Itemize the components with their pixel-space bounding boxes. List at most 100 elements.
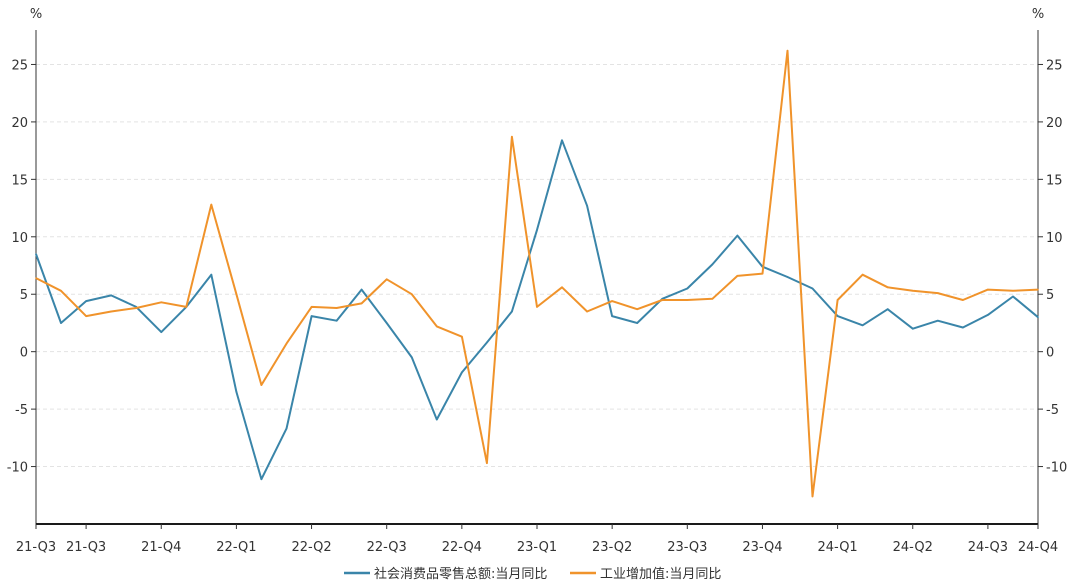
data-point [60,289,62,292]
data-point [1012,295,1014,298]
data-point [310,306,313,308]
legend-item-industrial[interactable]: 工业增加值:当月同比 [570,566,721,582]
data-point [536,229,538,231]
y-tick-label-right: 20 [1046,116,1063,131]
data-point [235,293,238,296]
x-tick-label: 22-Q3 [367,540,407,555]
data-point [110,294,112,297]
data-point [811,495,814,498]
data-point [937,319,939,322]
x-tick-label: 24-Q1 [817,540,857,555]
data-point [937,292,939,294]
legend-label-retail: 社会消费品零售总额:当月同比 [374,566,547,582]
data-point [836,315,839,317]
y-tick-label-right: 15 [1046,173,1063,188]
data-point [360,288,363,291]
legend-item-retail[interactable]: 社会消费品零售总额:当月同比 [344,566,547,582]
data-point [711,263,714,266]
data-point [310,315,313,317]
data-point [836,299,839,301]
data-point [436,325,438,328]
data-point [586,310,588,313]
data-point [110,310,112,313]
y-tick-label-left: 10 [11,231,28,246]
data-point [886,308,889,310]
data-point [1037,316,1039,319]
data-point [686,287,689,290]
data-point [1037,288,1039,291]
data-point [210,273,213,276]
data-point [385,322,388,324]
data-point [486,462,488,464]
data-point [786,49,789,52]
data-point [385,278,388,281]
data-point [586,204,588,207]
data-point [561,139,563,142]
data-point [436,418,438,421]
y-tick-label-left: 0 [20,346,28,361]
y-tick-label-left: 5 [20,288,28,303]
y-tick-labels-right: -10 -5 0 5 10 15 20 25 [1046,58,1067,475]
data-point [210,203,213,206]
y-tick-label-left: 15 [11,173,28,188]
data-point [85,315,87,317]
data-point [60,322,62,324]
data-point [511,136,513,138]
x-tick-label: 23-Q2 [592,540,632,555]
data-point [536,306,538,308]
x-tick-label: 24-Q2 [893,540,933,555]
y-tick-label-left: 25 [11,58,28,73]
data-point [886,286,889,289]
y-tick-label-left: 20 [11,116,28,131]
series-lines [35,49,1039,498]
x-tick-label: 24-Q4 [1018,540,1058,555]
data-point [135,307,137,309]
data-point [911,289,914,292]
data-point [761,272,764,275]
data-point [335,319,338,322]
data-point [611,300,613,302]
data-point [861,273,864,276]
data-point [636,308,638,310]
x-tick-label: 22-Q4 [442,540,482,555]
data-point [736,234,739,237]
data-point [711,298,714,300]
x-tick-label: 22-Q2 [291,540,331,555]
x-tick-label: 21-Q3 [66,540,106,555]
data-point [1012,289,1014,292]
data-point [461,335,463,338]
data-point [786,276,789,278]
data-point [911,327,914,330]
data-point [35,253,37,255]
data-point [636,322,638,324]
data-point [962,326,964,329]
data-point [185,306,188,308]
y-tick-label-right: -10 [1046,461,1067,476]
data-point [486,341,488,344]
data-point [962,299,964,301]
y-tick-label-right: 0 [1046,346,1054,361]
legend: 社会消费品零售总额:当月同比 工业增加值:当月同比 [344,566,721,582]
y-axis-unit-right: % [1032,7,1044,22]
axes [31,30,1043,529]
data-point [611,315,613,317]
data-point [85,300,87,302]
y-axis-unit-left: % [30,7,42,22]
data-point [35,277,37,279]
data-point [410,356,413,359]
x-tick-label: 23-Q3 [667,540,707,555]
y-tick-label-right: -5 [1046,403,1059,418]
y-tick-label-right: 10 [1046,231,1063,246]
y-tick-label-right: 25 [1046,58,1063,73]
data-point [260,478,263,480]
data-point [260,384,263,386]
x-tick-label: 22-Q1 [216,540,256,555]
data-point [285,427,288,430]
data-point [160,331,163,333]
data-point [987,288,989,291]
x-tick-label: 21-Q4 [141,540,181,555]
data-point [285,342,288,345]
data-point [561,286,563,289]
data-point [335,307,338,309]
